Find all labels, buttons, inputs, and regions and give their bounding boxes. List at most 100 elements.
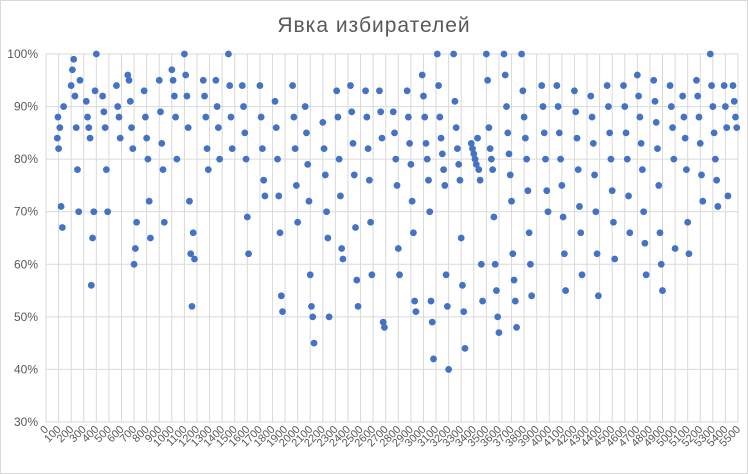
data-point xyxy=(729,82,737,89)
data-point xyxy=(238,82,246,89)
data-point xyxy=(418,71,426,79)
data-point xyxy=(484,76,492,84)
data-point xyxy=(679,92,687,100)
data-point xyxy=(560,250,568,258)
data-point xyxy=(459,281,466,289)
data-point xyxy=(479,297,486,305)
data-point xyxy=(684,218,692,226)
data-point xyxy=(245,250,252,258)
data-point xyxy=(227,113,235,121)
data-point xyxy=(319,118,327,126)
data-point xyxy=(461,345,469,352)
data-point xyxy=(513,323,520,331)
data-point xyxy=(706,50,714,58)
data-point xyxy=(339,255,347,263)
data-point xyxy=(592,208,600,216)
data-point xyxy=(74,166,81,174)
data-point xyxy=(423,155,431,163)
data-point xyxy=(184,124,192,131)
data-point xyxy=(76,76,84,84)
data-point xyxy=(527,260,534,268)
data-point xyxy=(301,103,309,110)
data-point xyxy=(272,124,280,131)
data-point xyxy=(182,71,190,79)
data-point xyxy=(633,71,641,79)
data-point xyxy=(641,239,649,247)
data-point xyxy=(60,103,68,110)
data-point xyxy=(622,129,630,137)
data-point xyxy=(654,145,661,153)
data-point xyxy=(308,302,315,310)
data-point xyxy=(114,103,122,110)
data-point xyxy=(392,155,400,163)
data-point xyxy=(157,108,164,116)
data-point xyxy=(620,82,627,89)
data-point xyxy=(696,139,704,147)
data-point xyxy=(56,124,64,131)
data-point xyxy=(638,166,646,174)
data-point xyxy=(54,113,62,121)
data-point xyxy=(671,245,679,252)
data-point xyxy=(333,87,341,95)
data-point xyxy=(364,145,372,153)
data-point xyxy=(732,113,739,121)
data-point xyxy=(428,318,436,326)
data-point xyxy=(666,82,674,89)
y-tick-label: 40% xyxy=(14,362,38,376)
data-point xyxy=(442,271,450,279)
data-point xyxy=(450,50,458,58)
data-point xyxy=(456,176,464,184)
data-point xyxy=(667,103,675,110)
data-point xyxy=(212,76,220,84)
data-point xyxy=(101,124,109,131)
data-point xyxy=(605,103,612,110)
data-point xyxy=(538,82,546,89)
data-point xyxy=(435,82,442,89)
data-point xyxy=(603,82,611,89)
data-point xyxy=(625,192,632,200)
data-point xyxy=(145,197,153,205)
data-point xyxy=(562,287,570,294)
data-point xyxy=(554,103,562,110)
data-point xyxy=(708,82,715,89)
data-point xyxy=(131,245,139,252)
data-point xyxy=(469,145,476,153)
data-point xyxy=(55,145,62,153)
data-point xyxy=(188,302,196,310)
y-tick-label: 50% xyxy=(14,310,38,324)
data-point xyxy=(491,260,499,268)
data-point xyxy=(558,182,566,189)
data-point xyxy=(160,218,168,226)
data-point xyxy=(292,182,300,189)
data-point xyxy=(391,129,398,137)
data-point xyxy=(409,229,417,237)
data-point xyxy=(607,155,615,163)
data-point xyxy=(67,82,75,89)
data-point xyxy=(363,113,371,121)
data-point xyxy=(147,234,154,242)
data-point xyxy=(642,271,650,279)
data-point xyxy=(303,129,310,137)
data-point xyxy=(289,82,297,89)
data-point xyxy=(709,103,717,110)
data-point xyxy=(242,155,250,163)
data-point xyxy=(525,229,533,237)
data-point xyxy=(685,250,693,258)
data-point xyxy=(325,313,333,321)
x-axis-ticks: 0100200300400500600700800900100011001200… xyxy=(38,424,743,450)
data-point xyxy=(181,50,188,58)
data-point xyxy=(710,129,718,137)
data-point xyxy=(243,213,251,221)
data-point xyxy=(365,176,373,184)
data-point xyxy=(291,145,299,153)
data-point xyxy=(125,76,133,84)
data-point xyxy=(113,82,120,89)
data-point xyxy=(377,108,385,116)
data-point xyxy=(505,150,513,158)
data-point xyxy=(130,260,138,268)
data-point xyxy=(172,113,179,121)
data-point xyxy=(126,97,134,105)
data-point xyxy=(214,124,222,131)
data-point xyxy=(58,224,66,231)
data-point xyxy=(159,166,167,174)
